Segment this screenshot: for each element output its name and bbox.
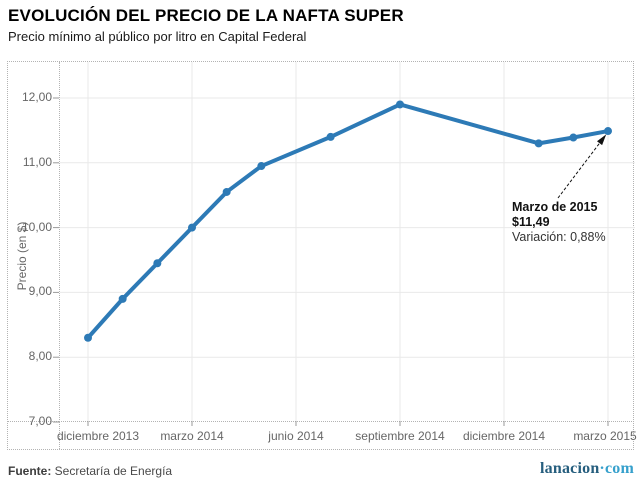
x-axis-tick-label: junio 2014	[268, 429, 324, 443]
y-axis-tick-label: 10,00	[21, 219, 52, 234]
x-axis-row: diciembre 2013 marzo 2014 junio 2014 septie…	[57, 422, 637, 449]
x-axis-tick-label: septiembre 2014	[355, 429, 445, 443]
chart-subtitle: Precio mínimo al público por litro en Ca…	[8, 29, 307, 44]
data-point-marker	[222, 187, 231, 196]
data-point-marker	[257, 162, 266, 171]
chart-title: EVOLUCIÓN DEL PRECIO DE LA NAFTA SUPER	[8, 6, 404, 25]
y-axis-tick-label: 8,00	[28, 349, 52, 364]
y-axis-tick-label: 12,00	[21, 90, 52, 104]
annotation-variation: Variación: 0,88%	[512, 230, 606, 244]
logo-main: lanacion	[540, 460, 600, 477]
x-axis-tick-label: diciembre 2013	[56, 429, 140, 443]
data-point-marker	[84, 333, 92, 342]
source-label: Fuente:	[8, 464, 52, 478]
y-axis-tick-label: 7,00	[28, 414, 52, 428]
annotation-arrow	[557, 135, 606, 199]
x-axis-tick-label: marzo 2015	[573, 429, 637, 443]
data-point-marker	[396, 100, 404, 109]
x-axis-tick-label: marzo 2014	[160, 429, 224, 443]
y-axis-tick-label: 9,00	[28, 284, 52, 299]
data-point-marker	[326, 132, 335, 141]
annotation-arrowhead	[597, 134, 607, 146]
y-axis-tick-label: 11,00	[22, 154, 52, 169]
source-note: Fuente: Secretaría de Energía	[8, 464, 172, 478]
annotation-value: $11,49	[512, 215, 550, 229]
data-point-marker	[604, 127, 612, 136]
data-point-marker	[118, 294, 127, 303]
plot-area: Marzo de 2015 $11,49 Variación: 0,88%	[53, 62, 635, 426]
annotation: Marzo de 2015 $11,49 Variación: 0,88%	[512, 200, 606, 245]
source-text: Secretaría de Energía	[51, 464, 173, 478]
data-point-marker	[569, 133, 578, 142]
logo-suffix: com	[604, 460, 634, 477]
logo-dot: ·	[599, 460, 605, 477]
data-point-marker	[534, 139, 543, 148]
annotation-title: Marzo de 2015	[512, 200, 598, 214]
line-chart-svg	[53, 62, 635, 426]
y-axis-gutter: Precio (en $)	[8, 62, 59, 422]
data-point-marker	[153, 259, 162, 268]
chart-module: Precio (en $) Marzo de 2015 $11,49 Varia…	[7, 61, 637, 450]
data-point-marker	[188, 223, 196, 232]
lanacion-logo: lanacion·com	[540, 460, 634, 478]
x-axis-tick-label: diciembre 2014	[462, 429, 546, 443]
